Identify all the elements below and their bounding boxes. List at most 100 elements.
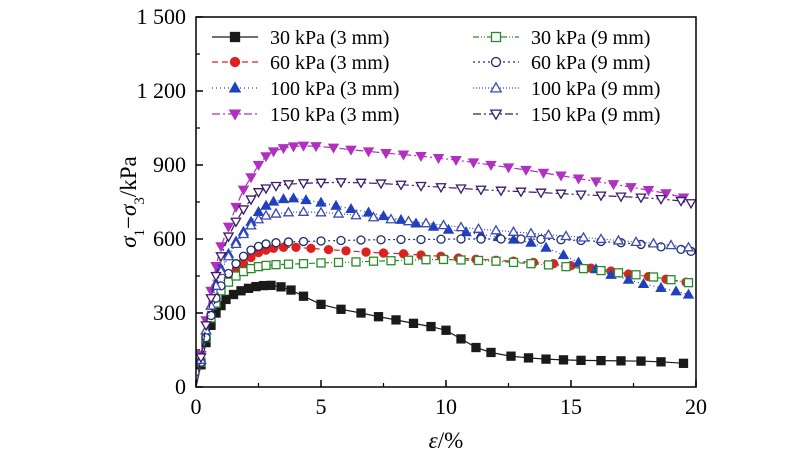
data-point xyxy=(520,165,532,176)
data-point xyxy=(315,196,327,207)
data-point xyxy=(525,236,537,247)
data-point xyxy=(316,299,326,310)
data-point xyxy=(437,219,450,230)
legend-marker xyxy=(229,56,241,68)
data-point xyxy=(575,190,587,201)
data-point xyxy=(230,217,242,228)
data-point xyxy=(210,271,222,282)
data-point xyxy=(537,168,550,179)
data-point xyxy=(408,318,419,329)
data-point xyxy=(298,259,309,269)
data-point xyxy=(495,186,507,197)
legend-label: 100 kPa (3 mm) xyxy=(270,78,399,100)
legend-label: 60 kPa (9 mm) xyxy=(531,52,650,74)
data-point xyxy=(420,217,432,228)
data-point xyxy=(221,294,231,305)
data-point xyxy=(215,242,227,253)
data-point xyxy=(282,206,295,217)
data-point xyxy=(596,265,606,276)
data-point xyxy=(231,259,241,269)
data-point xyxy=(577,231,590,242)
data-point xyxy=(526,259,536,269)
data-point xyxy=(291,242,301,253)
data-point xyxy=(333,257,344,268)
data-point xyxy=(385,213,397,224)
data-point xyxy=(306,243,316,254)
data-point xyxy=(287,142,300,153)
data-point xyxy=(367,211,380,222)
legend: 30 kPa (3 mm) 60 kPa (3 mm) 100 kPa (3 mm)… xyxy=(212,27,660,126)
data-point xyxy=(260,209,272,220)
legend-entry: 60 kPa (9 mm) xyxy=(473,52,650,74)
legend-marker xyxy=(490,56,502,68)
data-point xyxy=(555,189,567,200)
data-point xyxy=(373,312,384,322)
data-point xyxy=(427,220,440,231)
data-point xyxy=(403,255,414,265)
data-point xyxy=(362,206,375,217)
data-point xyxy=(402,215,415,226)
data-point xyxy=(238,266,249,277)
legend-marker xyxy=(228,109,242,121)
data-point xyxy=(222,250,235,261)
data-point xyxy=(316,236,326,246)
data-point xyxy=(631,270,641,280)
data-point xyxy=(607,180,620,191)
data-point xyxy=(395,180,407,191)
data-point xyxy=(432,153,445,165)
data-point xyxy=(345,145,357,156)
data-point xyxy=(266,280,276,291)
data-point xyxy=(205,294,217,305)
data-point xyxy=(246,263,256,274)
data-point xyxy=(682,288,695,299)
data-point xyxy=(252,160,265,171)
data-point xyxy=(572,256,585,267)
data-point xyxy=(261,239,271,249)
data-point xyxy=(676,244,686,255)
data-point xyxy=(356,235,366,245)
data-point xyxy=(282,180,295,191)
data-point xyxy=(243,283,254,293)
data-point xyxy=(656,357,666,367)
data-point xyxy=(260,152,272,163)
legend-marker xyxy=(489,109,503,121)
data-point xyxy=(277,144,290,155)
data-point xyxy=(375,179,387,190)
data-point xyxy=(276,282,286,292)
data-point xyxy=(516,234,526,244)
series-layer xyxy=(195,141,697,388)
data-point xyxy=(678,358,689,368)
data-point xyxy=(271,260,281,270)
data-point xyxy=(377,210,390,221)
data-point xyxy=(222,232,235,243)
data-point xyxy=(590,177,602,188)
data-point xyxy=(476,234,486,244)
legend-label: 150 kPa (9 mm) xyxy=(531,104,660,126)
legend-label: 30 kPa (3 mm) xyxy=(270,27,389,49)
data-point xyxy=(616,356,626,366)
data-point xyxy=(315,206,327,217)
data-point xyxy=(636,356,646,366)
data-point xyxy=(515,187,527,198)
data-point xyxy=(635,193,647,204)
plot-frame xyxy=(195,16,697,388)
data-point xyxy=(438,254,449,265)
data-point xyxy=(223,277,234,287)
data-point xyxy=(396,234,406,245)
series-5 xyxy=(195,254,694,388)
data-point xyxy=(205,299,217,310)
series-8 xyxy=(195,178,697,388)
data-point xyxy=(391,315,401,325)
data-point xyxy=(195,353,207,364)
x-tick-label: 0 xyxy=(191,394,202,419)
y-tick-label: 1 500 xyxy=(137,4,187,29)
data-point xyxy=(415,181,427,192)
data-point xyxy=(258,280,269,291)
data-point xyxy=(543,260,554,270)
data-point xyxy=(675,196,687,207)
data-point xyxy=(655,194,667,205)
data-point xyxy=(455,184,467,195)
data-point xyxy=(297,205,310,216)
data-point xyxy=(201,333,211,343)
